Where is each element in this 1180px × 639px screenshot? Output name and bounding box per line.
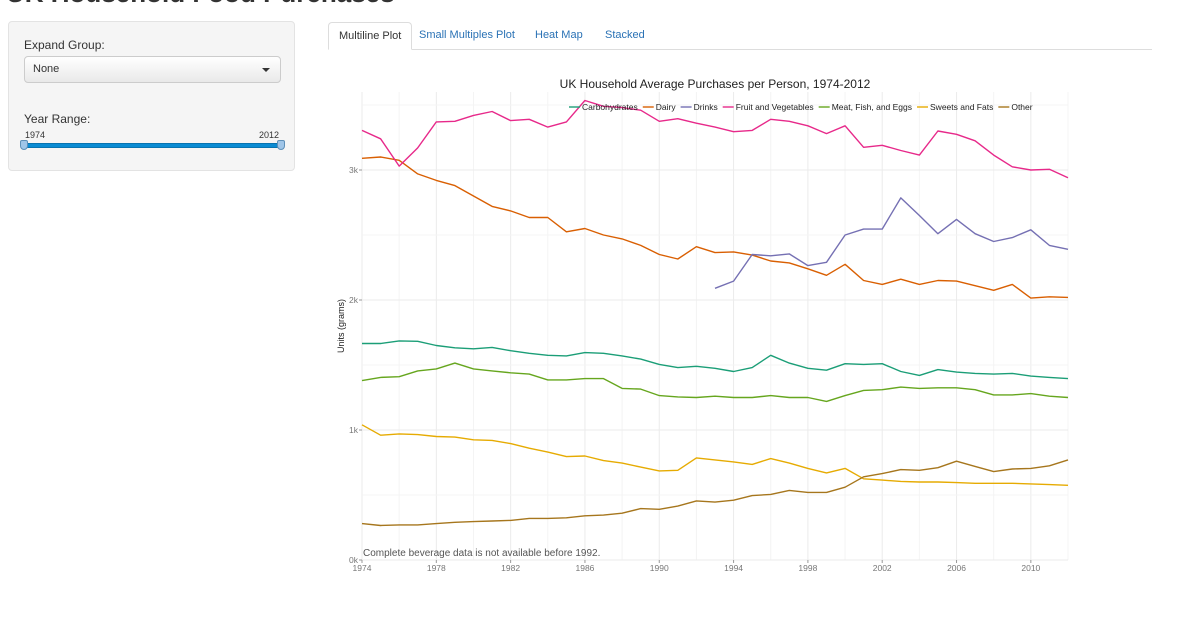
x-tick-label: 2006 [947,563,966,573]
tab-heat-map[interactable]: Heat Map [535,29,583,41]
y-axis-label: Units (grams) [336,299,346,353]
series-line-other [361,459,1069,527]
x-tick-label: 2002 [873,563,892,573]
legend-label-other: Other [1011,102,1032,112]
x-tick-label: 1998 [798,563,817,573]
x-tick-label: 1982 [501,563,520,573]
year-range-handle-end[interactable] [277,140,285,150]
legend-label-carbohydrates: Carbohydrates [582,102,638,112]
x-tick-label: 1974 [353,563,372,573]
legend-label-fruit-and-vegetables: Fruit and Vegetables [736,102,814,112]
expand-group-value: None [33,63,60,75]
y-tick-label: 2k [349,295,359,305]
chart-title: UK Household Average Purchases per Perso… [560,77,871,91]
tab-bar: Multiline Plot Small Multiples Plot Heat… [328,22,1152,50]
sidebar-panel: Expand Group: None Year Range: 1974 2012 [8,21,295,171]
series-line-drinks [714,197,1069,289]
x-tick-label: 1978 [427,563,446,573]
y-tick-label: 3k [349,165,359,175]
expand-group-label: Expand Group: [24,38,105,52]
tab-multiline-plot[interactable]: Multiline Plot [328,22,413,50]
y-axis-ticks: 0k 1k 2k 3k [349,165,362,565]
y-tick-label: 1k [349,425,359,435]
legend-label-dairy: Dairy [656,102,677,112]
year-range-max: 2012 [259,130,280,140]
legend: Carbohydrates Dairy Drinks Fruit and Vegeta… [569,102,1033,112]
tab-stacked[interactable]: Stacked [605,29,645,41]
series-line-carbohydrates [362,340,1069,380]
series-line-meat-fish-and-eggs [361,362,1069,403]
legend-label-sweets-and-fats: Sweets and Fats [930,102,993,112]
series-line-sweets-and-fats [361,424,1069,486]
page-title: UK Household Food Purchases [6,0,395,9]
x-tick-label: 1986 [575,563,594,573]
chevron-down-icon [262,68,270,72]
series-lines [361,99,1069,527]
x-tick-label: 1994 [724,563,743,573]
x-tick-label: 2010 [1021,563,1040,573]
x-tick-label: 1990 [650,563,669,573]
legend-label-drinks: Drinks [694,102,718,112]
year-range-min: 1974 [25,130,46,140]
y-tick-label: 0k [349,555,359,565]
series-line-dairy [361,156,1069,299]
year-range-handle-start[interactable] [20,140,28,150]
year-range-label: Year Range: [24,112,91,126]
x-axis-ticks: 1974 1978 1982 1986 1990 1994 1998 2002 2006 2010 [353,560,1041,573]
tab-small-multiples-plot[interactable]: Small Multiples Plot [419,29,515,41]
grid-lines [361,92,1069,561]
legend-label-meat-fish-and-eggs: Meat, Fish, and Eggs [832,102,912,112]
expand-group-select[interactable]: None [24,56,281,83]
series-line-fruit-and-vegetables [361,99,1069,179]
chart-annotation: Complete beverage data is not available … [363,548,600,559]
